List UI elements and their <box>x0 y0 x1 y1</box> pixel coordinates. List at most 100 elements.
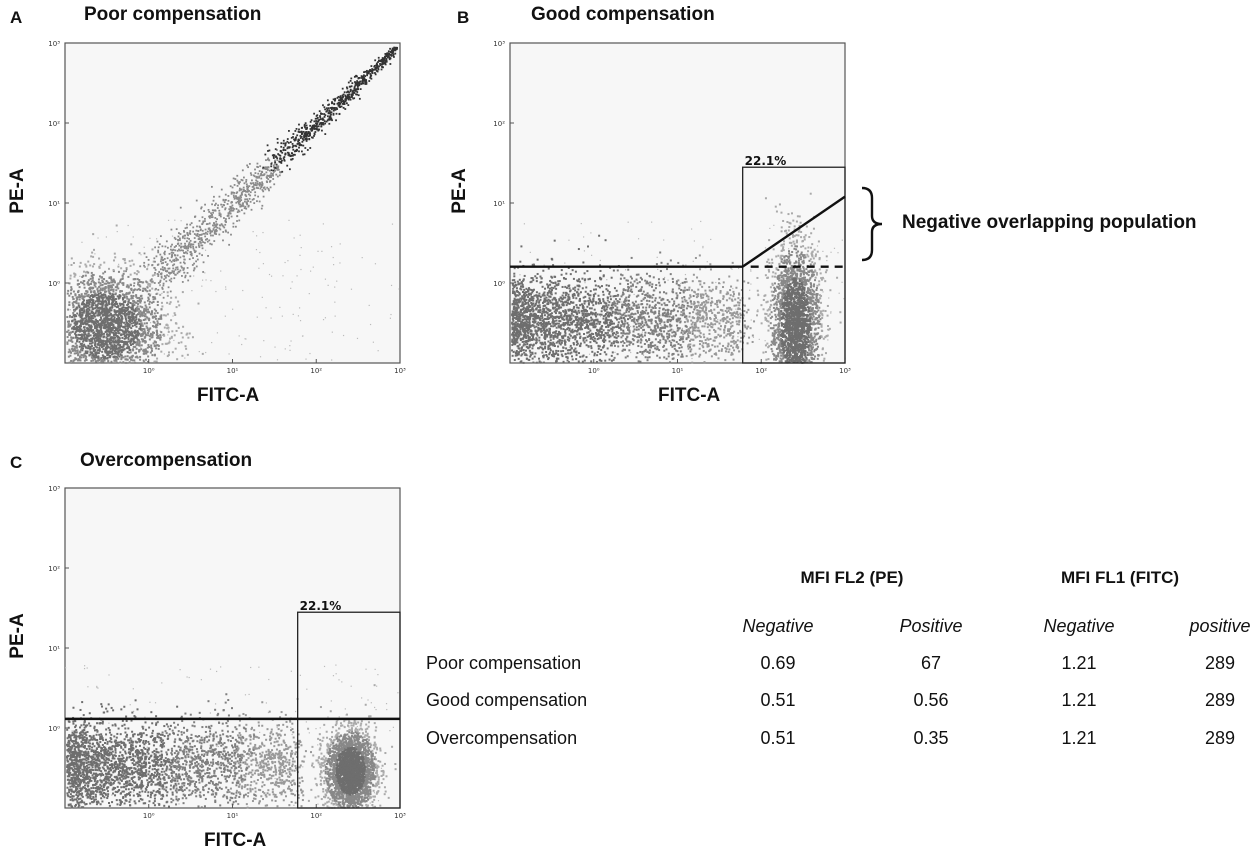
event-dot <box>148 330 150 332</box>
event-dot <box>680 283 681 284</box>
event-dot <box>567 324 569 326</box>
event-dot <box>68 264 69 265</box>
event-dot <box>176 306 178 308</box>
event-dot <box>199 241 201 243</box>
event-dot <box>155 318 157 320</box>
event-dot <box>218 234 220 236</box>
event-dot <box>207 223 209 225</box>
event-dot <box>220 270 221 271</box>
event-dot <box>173 270 175 272</box>
event-dot <box>85 271 87 273</box>
event-dot <box>299 255 300 256</box>
event-dot <box>716 304 718 306</box>
event-dot <box>362 76 364 78</box>
event-dot <box>539 299 541 301</box>
event-dot <box>225 218 227 220</box>
event-dot <box>144 318 146 320</box>
event-dot <box>146 351 148 353</box>
event-dot <box>350 78 352 80</box>
event-dot <box>241 194 243 196</box>
event-dot <box>655 338 657 340</box>
event-dot <box>197 259 199 261</box>
event-dot <box>72 362 74 364</box>
event-dot <box>637 282 639 284</box>
event-dot <box>113 359 115 361</box>
event-dot <box>115 289 117 291</box>
event-dot <box>628 349 630 351</box>
event-dot <box>276 159 278 161</box>
event-dot <box>287 260 288 261</box>
event-dot <box>257 163 259 165</box>
event-dot <box>375 73 377 75</box>
event-dot <box>164 251 166 253</box>
event-dot <box>204 272 205 273</box>
event-dot <box>85 347 87 349</box>
event-dot <box>72 345 74 347</box>
event-dot <box>185 248 187 250</box>
event-dot <box>170 301 172 303</box>
event-dot <box>179 250 181 252</box>
event-dot <box>195 260 197 262</box>
event-dot <box>223 199 225 201</box>
event-dot <box>621 306 623 308</box>
event-dot <box>338 96 340 98</box>
event-dot <box>723 336 725 338</box>
event-dot <box>771 264 772 265</box>
event-dot <box>135 334 137 336</box>
event-dot <box>91 275 93 277</box>
event-dot <box>290 141 292 143</box>
event-dot <box>244 182 246 184</box>
event-dot <box>150 280 152 282</box>
event-dot <box>163 283 165 285</box>
event-dot <box>773 225 774 226</box>
event-dot <box>272 175 274 177</box>
event-dot <box>308 135 310 137</box>
event-dot <box>344 108 346 110</box>
event-dot <box>83 334 85 336</box>
event-dot <box>116 362 118 364</box>
event-dot <box>132 325 134 327</box>
event-dot <box>593 354 595 356</box>
event-dot <box>542 311 544 313</box>
event-dot <box>85 266 87 268</box>
event-dot <box>759 339 760 340</box>
event-dot <box>184 247 186 249</box>
event-dot <box>185 345 187 347</box>
event-dot <box>215 221 217 223</box>
event-dot <box>92 315 94 317</box>
event-dot <box>78 283 80 285</box>
event-dot <box>569 287 571 289</box>
event-dot <box>321 251 322 252</box>
event-dot <box>161 305 163 307</box>
event-dot <box>178 327 180 329</box>
event-dot <box>142 341 144 343</box>
event-dot <box>96 339 98 341</box>
event-dot <box>172 236 173 237</box>
event-dot <box>99 303 101 305</box>
event-dot <box>124 297 126 299</box>
event-dot <box>250 174 252 176</box>
event-dot <box>268 175 270 177</box>
event-dot <box>269 170 271 172</box>
event-dot <box>536 280 538 282</box>
event-dot <box>196 266 198 268</box>
event-dot <box>94 358 96 360</box>
event-dot <box>182 336 184 338</box>
event-dot <box>562 286 564 288</box>
event-dot <box>107 326 109 328</box>
event-dot <box>123 270 125 272</box>
event-dot <box>523 349 525 351</box>
event-dot <box>90 291 92 293</box>
event-dot <box>304 147 306 149</box>
event-dot <box>289 146 291 148</box>
event-dot <box>125 307 127 309</box>
event-dot <box>103 287 105 289</box>
event-dot <box>333 113 335 115</box>
event-dot <box>136 341 138 343</box>
event-dot <box>182 326 184 328</box>
event-dot <box>616 290 618 292</box>
event-dot <box>366 74 368 76</box>
event-dot <box>213 240 215 242</box>
event-dot <box>257 196 259 198</box>
